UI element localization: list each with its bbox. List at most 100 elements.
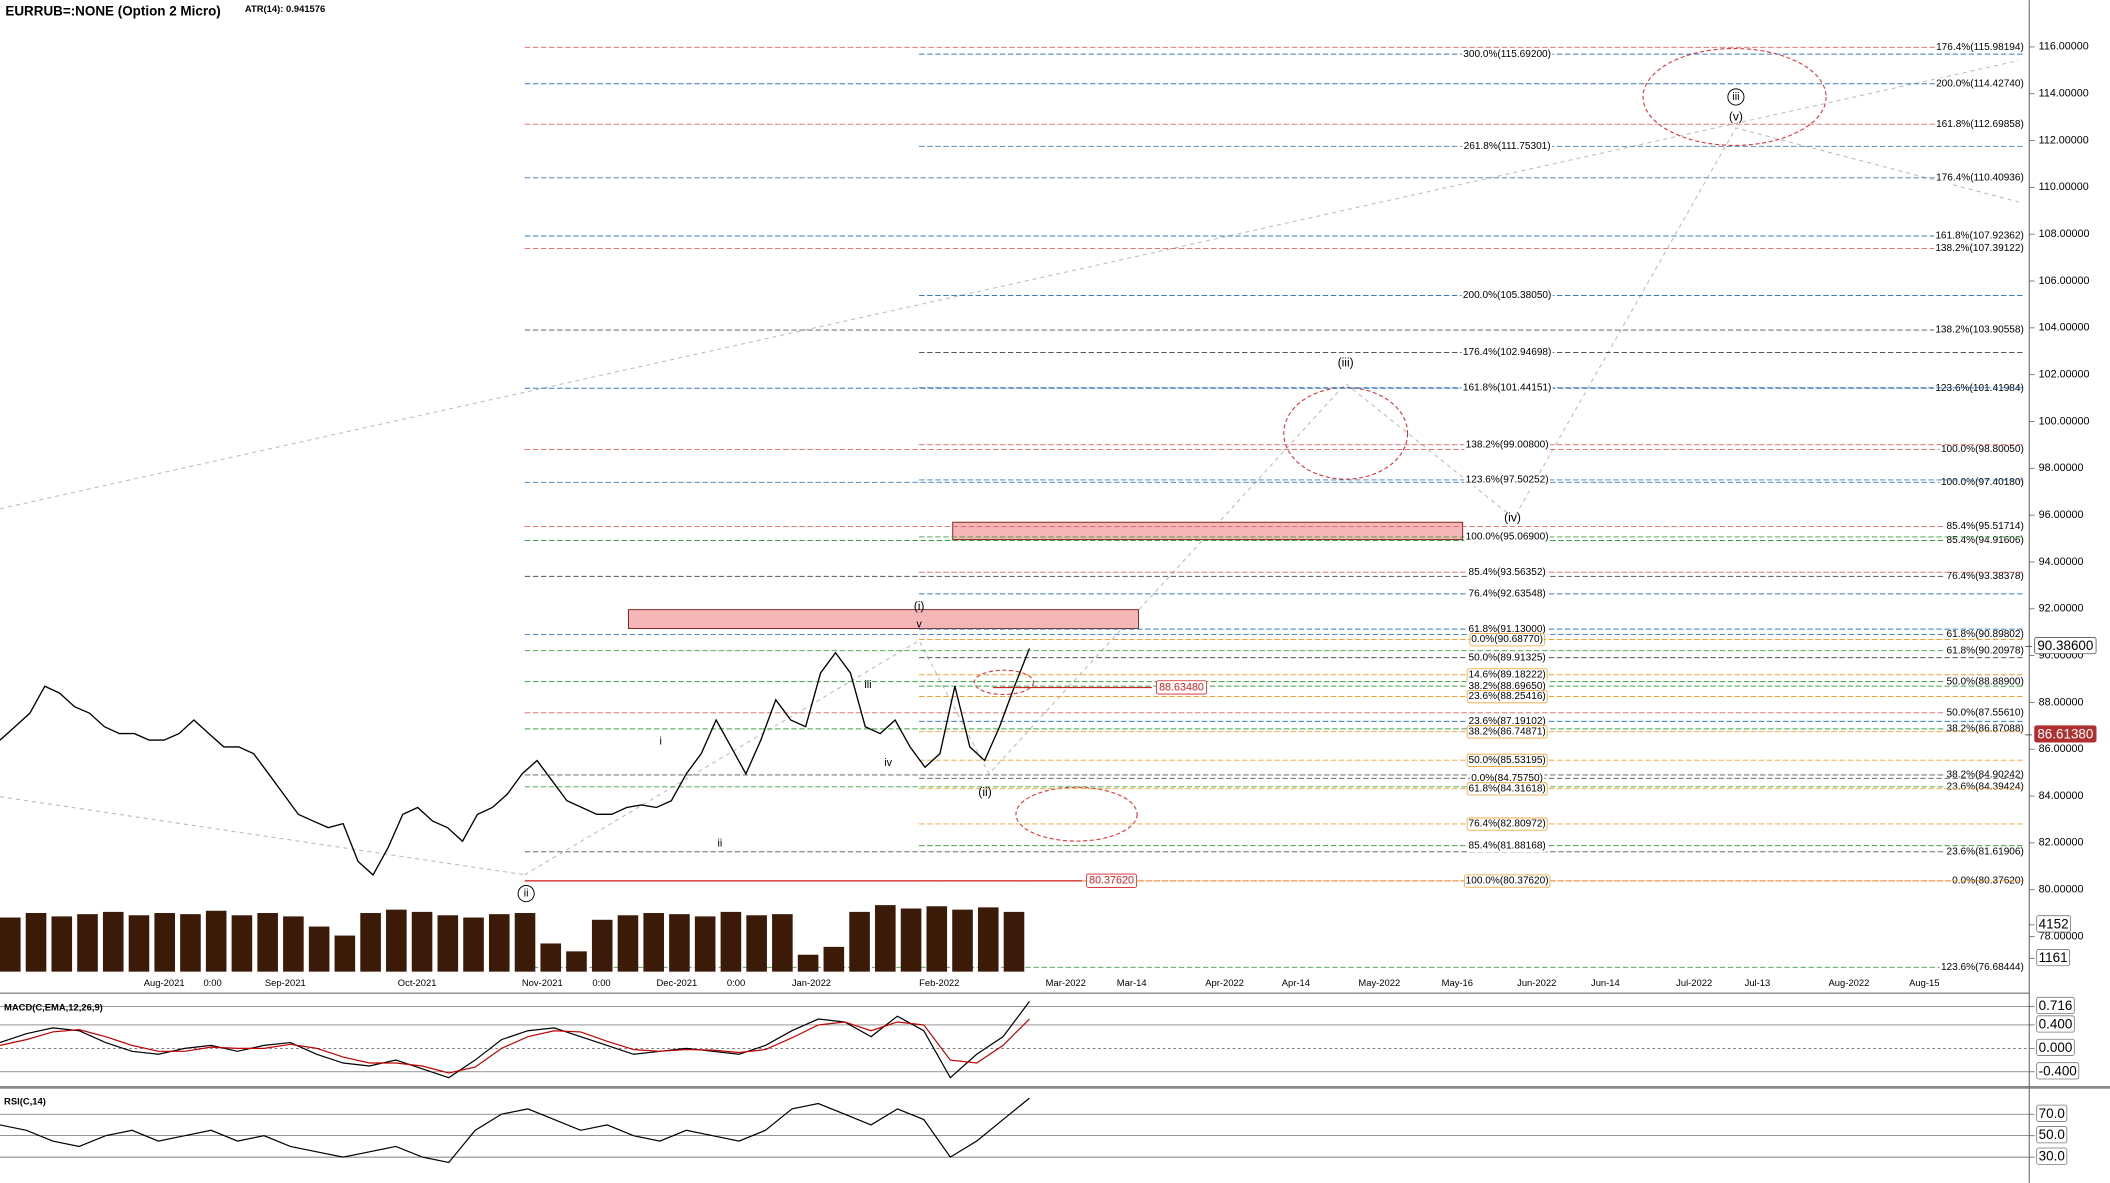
volume-bar — [154, 913, 176, 972]
label-box — [2034, 637, 2097, 655]
label-box — [1945, 644, 2026, 658]
x-tick-label: Jun-2022 — [1517, 977, 1556, 988]
fib-label: 61.8%(90.20978) — [1947, 645, 2024, 656]
x-tick-label: 0:00 — [203, 977, 221, 988]
price-line — [0, 1097, 1030, 1164]
y-tick-label: 70.0 — [2039, 1106, 2065, 1121]
fib-label: 200.0%(114.42740) — [1936, 78, 2024, 89]
fib-label: 100.0%(97.40180) — [1941, 477, 2024, 488]
volume-bar — [334, 935, 356, 972]
wave-label: (iii) — [1338, 356, 1354, 370]
x-tick-label: May-2022 — [1358, 977, 1400, 988]
y-tick-label: 30.0 — [2039, 1149, 2065, 1164]
fib-label: 61.8%(90.89802) — [1947, 629, 2024, 640]
fib-label: 85.4%(95.51714) — [1947, 521, 2024, 532]
fib-label: 161.8%(107.92362) — [1935, 231, 2024, 242]
x-tick-label: 0:00 — [592, 977, 610, 988]
label-box — [1466, 725, 1548, 739]
fib-label: 23.6%(84.39424) — [1947, 782, 2024, 793]
volume-bar — [926, 906, 948, 972]
x-tick-label: Aug-2021 — [144, 977, 185, 988]
y-tick-label: 0.716 — [2039, 998, 2073, 1013]
y-tick-label: 4152 — [2039, 916, 2069, 931]
x-tick-label: Aug-15 — [1909, 977, 1939, 988]
fib-label: 61.8%(91.13000) — [1468, 624, 1545, 635]
volume-bar — [514, 913, 536, 972]
label-box — [2036, 949, 2071, 967]
label-box — [1467, 651, 1548, 664]
label-box — [1464, 473, 1550, 487]
fib-label: 38.2%(86.87088) — [1947, 724, 2024, 735]
label-box — [1933, 229, 2026, 243]
label-box — [2036, 1104, 2068, 1122]
wave-label: (ii) — [978, 785, 991, 799]
volume-bar — [643, 913, 664, 972]
fib-label: 0.0%(90.68770) — [1471, 634, 1543, 645]
y-tick-label: 1161 — [2039, 950, 2068, 965]
x-tick-label: Sep-2021 — [265, 977, 306, 988]
volume-bar — [231, 915, 253, 972]
fib-label: 85.4%(94.91606) — [1947, 535, 2024, 546]
fib-label: 176.4%(102.94698) — [1463, 347, 1552, 358]
label-box — [1933, 324, 2026, 337]
fib-label: 23.6%(88.25416) — [1468, 691, 1545, 702]
volume-bar — [849, 911, 870, 972]
target-ellipse — [1642, 47, 1827, 146]
x-tick-label: Mar-14 — [1117, 977, 1147, 988]
label-box — [1461, 381, 1553, 395]
label-box — [1934, 77, 2026, 91]
volume-bar — [540, 943, 562, 972]
label-box — [1155, 680, 1208, 695]
label-box — [1463, 874, 1551, 888]
label-box — [1461, 289, 1553, 302]
volume-bar — [488, 914, 510, 972]
label-box — [1945, 706, 2026, 720]
label-box — [1934, 41, 2026, 54]
y-tick-label: 106.00000 — [2039, 275, 2090, 287]
y-tick-label: 114.00000 — [2039, 88, 2089, 100]
volume-bar — [669, 914, 690, 972]
x-tick-label: Nov-2021 — [522, 977, 563, 988]
y-tick-label: 116.00000 — [2039, 41, 2089, 53]
label-box — [1945, 780, 2026, 794]
fib-label: 138.2%(99.00800) — [1466, 439, 1549, 450]
atr: ATR(14): 0.941576 — [245, 3, 325, 14]
volume-bar — [900, 908, 922, 972]
label-box — [1462, 140, 1553, 153]
wave-label: i — [660, 735, 662, 747]
y-tick-label: 100.00000 — [2039, 415, 2090, 427]
volume-bar — [720, 911, 742, 972]
marker-label: 80.37620 — [1089, 875, 1134, 887]
label-box — [1466, 782, 1548, 796]
fib-label: 176.4%(110.40936) — [1936, 172, 2024, 183]
x-tick-label: Jul-2022 — [1676, 977, 1712, 988]
fib-label: 50.0%(87.55610) — [1947, 707, 2024, 718]
label-box — [2036, 1038, 2075, 1056]
x-tick-label: Apr-14 — [1282, 977, 1310, 988]
volume-bar — [360, 913, 381, 972]
volume-bar — [952, 909, 973, 972]
y-tick-label: 88.00000 — [2039, 696, 2084, 708]
fib-label: 38.2%(84.90242) — [1947, 770, 2024, 781]
x-tick-label: Feb-2022 — [919, 977, 959, 988]
fib-label: 123.6%(97.50252) — [1466, 475, 1549, 486]
label-box — [1467, 715, 1548, 728]
volume-bar — [797, 954, 819, 972]
label-box — [1933, 382, 2026, 395]
label-box — [1939, 961, 2026, 974]
fib-label: 100.0%(95.06900) — [1466, 532, 1549, 543]
label-box — [1934, 118, 2026, 131]
volume-bar — [205, 910, 227, 972]
y-tick-label: 84.00000 — [2039, 790, 2084, 802]
volume-bar — [694, 916, 716, 972]
target-ellipse — [1015, 786, 1138, 842]
label-box — [1945, 845, 2026, 859]
y-tick-label: 0.000 — [2039, 1040, 2073, 1055]
wave-label: ii — [524, 887, 529, 899]
x-tick-label: Dec-2021 — [656, 977, 697, 988]
price-tag: 90.38600 — [2037, 638, 2093, 653]
y-tick-label: 86.00000 — [2039, 743, 2084, 755]
wave-circle — [1727, 88, 1745, 106]
